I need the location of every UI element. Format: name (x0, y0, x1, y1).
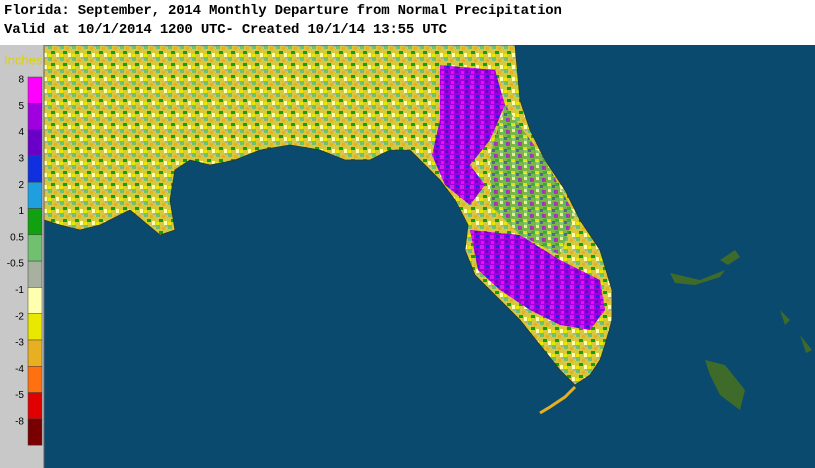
legend-label: 2 (18, 180, 24, 191)
legend-swatch (27, 366, 43, 393)
subtitle: Valid at 10/1/2014 1200 UTC- Created 10/… (4, 22, 447, 38)
legend-swatch (27, 260, 43, 288)
keys (539, 385, 577, 415)
legend-swatch (27, 234, 43, 262)
legend-label: -1 (15, 285, 24, 296)
wet-region-north (432, 65, 505, 205)
legend-swatch (27, 392, 43, 420)
title: Florida: September, 2014 Monthly Departu… (4, 3, 562, 19)
legend-label: 4 (18, 127, 24, 138)
legend-label: 5 (18, 101, 24, 112)
legend-label: -5 (15, 390, 24, 401)
legend-swatch (27, 76, 43, 104)
legend-label: -4 (15, 364, 24, 375)
peninsula-mix (490, 105, 575, 255)
legend-swatch (27, 313, 43, 341)
legend-swatch (27, 155, 43, 183)
legend-swatch (27, 418, 43, 446)
legend-label: -0.5 (7, 259, 25, 270)
legend-label: 0.5 (10, 232, 24, 243)
legend-swatch (27, 129, 43, 157)
legend-swatch (27, 287, 43, 314)
legend-label: 8 (18, 75, 24, 86)
legend-label: -3 (15, 338, 24, 349)
legend-swatch (27, 339, 43, 367)
legend-label: -2 (15, 311, 24, 322)
wet-region-south (470, 230, 605, 330)
header: Florida: September, 2014 Monthly Departu… (0, 0, 815, 45)
legend-swatch (27, 181, 43, 209)
legend-swatch (27, 208, 43, 236)
legend-label: -8 (15, 417, 24, 428)
legend-label: 1 (18, 206, 24, 217)
legend: 8 5 4 3 2 1 0.5 -0.5 -1 -2 -3 -4 -5 -8 (7, 75, 43, 446)
legend-title: Inches (4, 52, 43, 67)
map: Inches 8 5 4 3 2 1 0.5 -0.5 -1 -2 -3 -4 -5 -8 (0, 45, 815, 468)
legend-label: 3 (18, 154, 24, 165)
legend-swatch (27, 103, 43, 130)
